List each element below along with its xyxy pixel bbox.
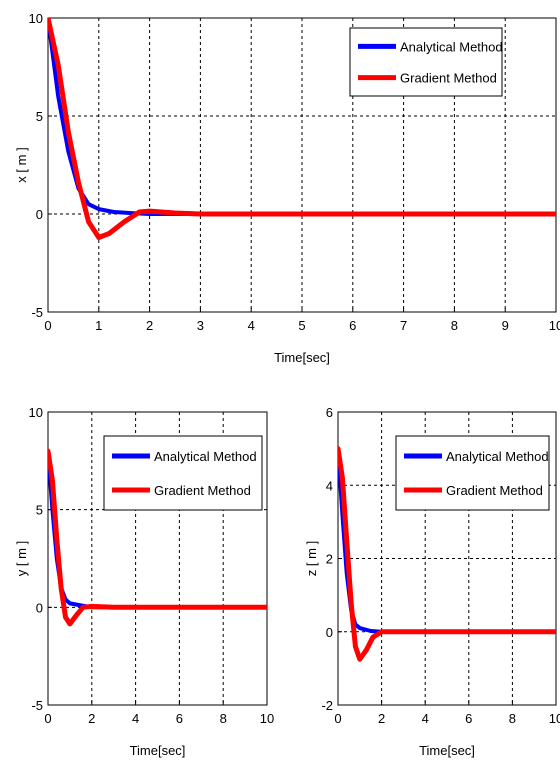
legend-entry: Analytical Method (400, 39, 503, 54)
x-axis-label: Time[sec] (419, 743, 475, 758)
x-tick-label: 7 (400, 318, 407, 333)
y-axis-label: x [ m ] (14, 147, 29, 182)
x-tick-label: 10 (549, 318, 560, 333)
y-tick-label: 0 (326, 625, 333, 640)
y-axis-label: y [ m ] (14, 541, 29, 576)
x-tick-label: 4 (248, 318, 255, 333)
x-tick-label: 6 (349, 318, 356, 333)
x-tick-label: 6 (465, 711, 472, 726)
x-tick-label: 8 (509, 711, 516, 726)
x-tick-label: 0 (44, 711, 51, 726)
y-axis-label: z [ m ] (304, 541, 319, 576)
y-tick-label: 10 (29, 11, 43, 26)
x-tick-label: 0 (334, 711, 341, 726)
x-tick-label: 4 (422, 711, 429, 726)
legend-entry: Analytical Method (446, 449, 549, 464)
y-tick-label: -2 (321, 698, 333, 713)
y-tick-label: 10 (29, 405, 43, 420)
x-tick-label: 6 (176, 711, 183, 726)
legend-entry: Gradient Method (154, 483, 251, 498)
x-tick-label: 8 (451, 318, 458, 333)
y-tick-label: 0 (36, 600, 43, 615)
series-line-gradient (48, 18, 556, 240)
legend-entry: Gradient Method (400, 71, 497, 86)
y-tick-label: 6 (326, 405, 333, 420)
x-axis-label: Time[sec] (130, 743, 186, 758)
x-tick-label: 10 (260, 711, 274, 726)
y-tick-label: 5 (36, 503, 43, 518)
legend-box (395, 435, 550, 511)
x-tick-label: 0 (44, 318, 51, 333)
legend-entry: Gradient Method (446, 483, 543, 498)
x-tick-label: 8 (220, 711, 227, 726)
plot-area (47, 411, 268, 706)
series-line-gradient (48, 448, 267, 627)
y-tick-label: 2 (326, 552, 333, 567)
legend: Analytical Method Gradient Method (103, 435, 263, 511)
x-tick-label: 1 (95, 318, 102, 333)
x-tick-label: 3 (197, 318, 204, 333)
x-tick-label: 2 (378, 711, 385, 726)
x-tick-label: 9 (502, 318, 509, 333)
x-tick-label: 4 (132, 711, 139, 726)
y-tick-label: 4 (326, 478, 333, 493)
legend-box (349, 27, 503, 97)
x-tick-label: 2 (88, 711, 95, 726)
legend: Analytical Method Gradient Method (395, 435, 550, 511)
x-tick-label: 10 (549, 711, 560, 726)
legend-entry: Analytical Method (154, 449, 257, 464)
x-axis-label: Time[sec] (274, 350, 330, 365)
x-tick-label: 5 (298, 318, 305, 333)
series-line-gradient (338, 446, 556, 662)
y-tick-label: 0 (36, 207, 43, 222)
legend: Analytical Method Gradient Method (349, 27, 503, 97)
y-tick-label: 5 (36, 109, 43, 124)
x-tick-label: 2 (146, 318, 153, 333)
y-tick-label: -5 (31, 698, 43, 713)
y-tick-label: -5 (31, 305, 43, 320)
legend-box (103, 435, 263, 511)
